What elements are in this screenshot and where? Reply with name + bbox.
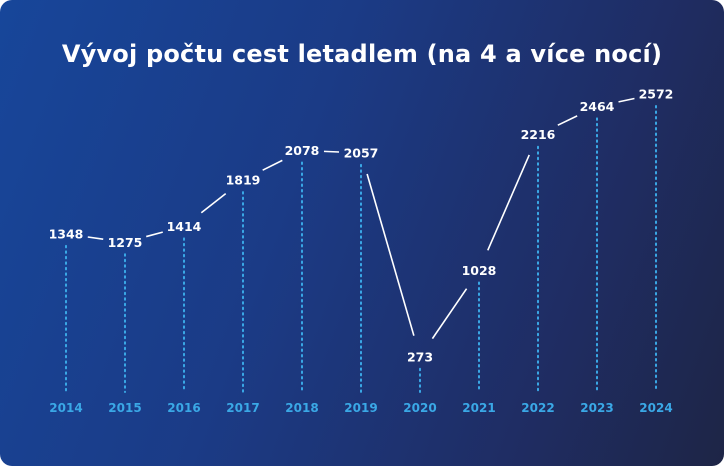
series-segment-2017-2018: [262, 159, 283, 171]
x-tick-label-2015: 2015: [108, 401, 141, 415]
data-label-2017: 1819: [226, 173, 261, 188]
series-segment-2022-2023: [557, 115, 578, 126]
data-label-2014: 1348: [49, 226, 84, 241]
x-tick-label-2017: 2017: [226, 401, 259, 415]
series-segment-2016-2017: [200, 193, 227, 214]
x-tick-label-2021: 2021: [462, 401, 495, 415]
data-label-2015: 1275: [108, 235, 143, 250]
data-label-2016: 1414: [167, 219, 202, 234]
data-label-2022: 2216: [521, 127, 556, 142]
x-tick-label-2016: 2016: [167, 401, 200, 415]
x-tick-label-2024: 2024: [639, 401, 672, 415]
x-tick-label-2019: 2019: [344, 401, 377, 415]
x-tick-label-2023: 2023: [580, 401, 613, 415]
data-label-2024: 2572: [639, 87, 674, 102]
series-segment-2021-2022: [487, 154, 530, 251]
series-segment-2014-2015: [87, 236, 104, 240]
chart-title: Vývoj počtu cest letadlem (na 4 a více n…: [61, 40, 663, 68]
series-segment-2020-2021: [431, 288, 468, 340]
data-label-2023: 2464: [580, 99, 615, 114]
series-segment-2019-2020: [366, 173, 415, 336]
x-tick-label-2014: 2014: [49, 401, 82, 415]
series-segment-2023-2024: [618, 97, 635, 103]
x-tick-label-2020: 2020: [403, 401, 436, 415]
data-label-2018: 2078: [285, 143, 320, 158]
series-segment-2015-2016: [146, 231, 163, 238]
data-label-2019: 2057: [344, 145, 379, 160]
data-label-2020: 273: [407, 349, 433, 364]
x-tick-label-2022: 2022: [521, 401, 554, 415]
data-label-2021: 1028: [462, 263, 497, 278]
series-segment-2018-2019: [323, 150, 340, 153]
x-tick-label-2018: 2018: [285, 401, 318, 415]
